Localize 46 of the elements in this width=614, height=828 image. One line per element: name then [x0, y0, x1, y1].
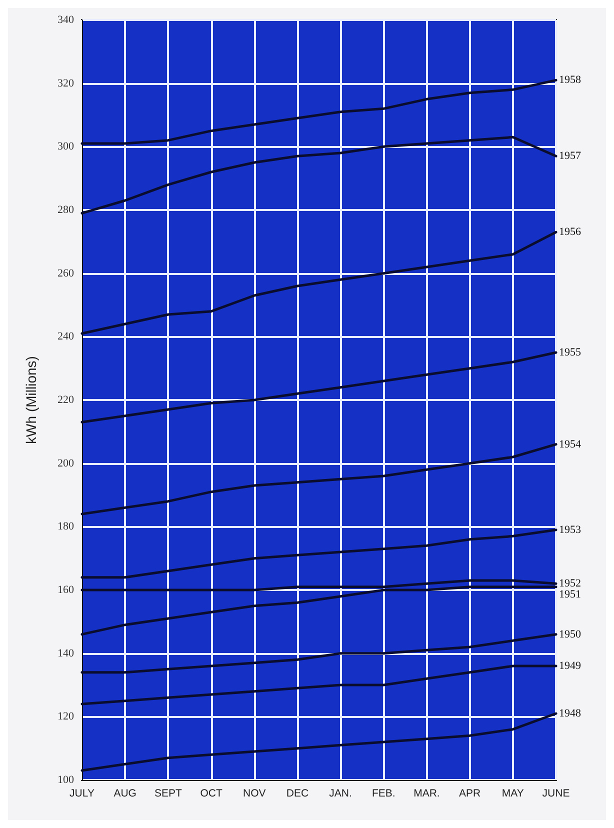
x-tick-label: MAY: [502, 788, 524, 800]
x-tick-label: JULY: [70, 788, 94, 800]
series-label: 1953: [559, 524, 582, 536]
series-label: 1956: [559, 226, 582, 238]
series-label: 1948: [559, 708, 582, 720]
line-series: [80, 633, 558, 674]
y-tick-label: 200: [58, 457, 74, 470]
series-label: 1949: [559, 660, 582, 672]
y-tick-label: 260: [58, 267, 74, 280]
x-tick-label: MAR.: [414, 788, 440, 800]
x-tick-label: JUNE: [542, 788, 570, 800]
x-tick-label: AUG: [114, 788, 136, 800]
series-label: 1958: [559, 74, 582, 86]
y-tick-label: 100: [58, 774, 74, 786]
x-tick-label: NOV: [242, 788, 266, 800]
y-tick-label: 320: [58, 77, 74, 90]
line-series: [80, 78, 558, 145]
x-tick-label: DEC: [286, 788, 309, 800]
y-tick-label: 120: [58, 710, 74, 723]
line-series: [80, 712, 558, 772]
series-label: 1950: [559, 628, 582, 640]
y-tick-label: 280: [58, 204, 74, 216]
series-label: 1952: [559, 578, 581, 590]
y-axis-title: kWh (Millions): [23, 356, 39, 444]
line-series: [80, 443, 558, 516]
y-tick-label: 240: [58, 330, 74, 343]
series-label: 1955: [559, 346, 582, 358]
line-series: [80, 528, 558, 579]
x-tick-label: OCT: [200, 788, 223, 800]
line-series: [80, 136, 558, 214]
y-tick-label: 160: [58, 584, 74, 596]
line-series: [80, 351, 558, 424]
line-series: [80, 664, 558, 706]
line-series: [80, 230, 558, 335]
series-label: 1957: [559, 150, 582, 162]
x-tick-label: JAN.: [329, 788, 352, 800]
y-tick-label: 140: [58, 647, 74, 660]
series-label: 1951: [559, 588, 581, 601]
x-tick-label: SEPT: [154, 788, 182, 800]
y-tick-label: 220: [58, 394, 74, 406]
x-tick-label: FEB.: [372, 788, 396, 800]
y-tick-label: 180: [58, 520, 74, 533]
series-label: 1954: [559, 438, 582, 450]
y-tick-label: 300: [58, 140, 74, 153]
x-tick-label: APR: [459, 788, 482, 800]
y-tick-label: 340: [58, 14, 74, 26]
